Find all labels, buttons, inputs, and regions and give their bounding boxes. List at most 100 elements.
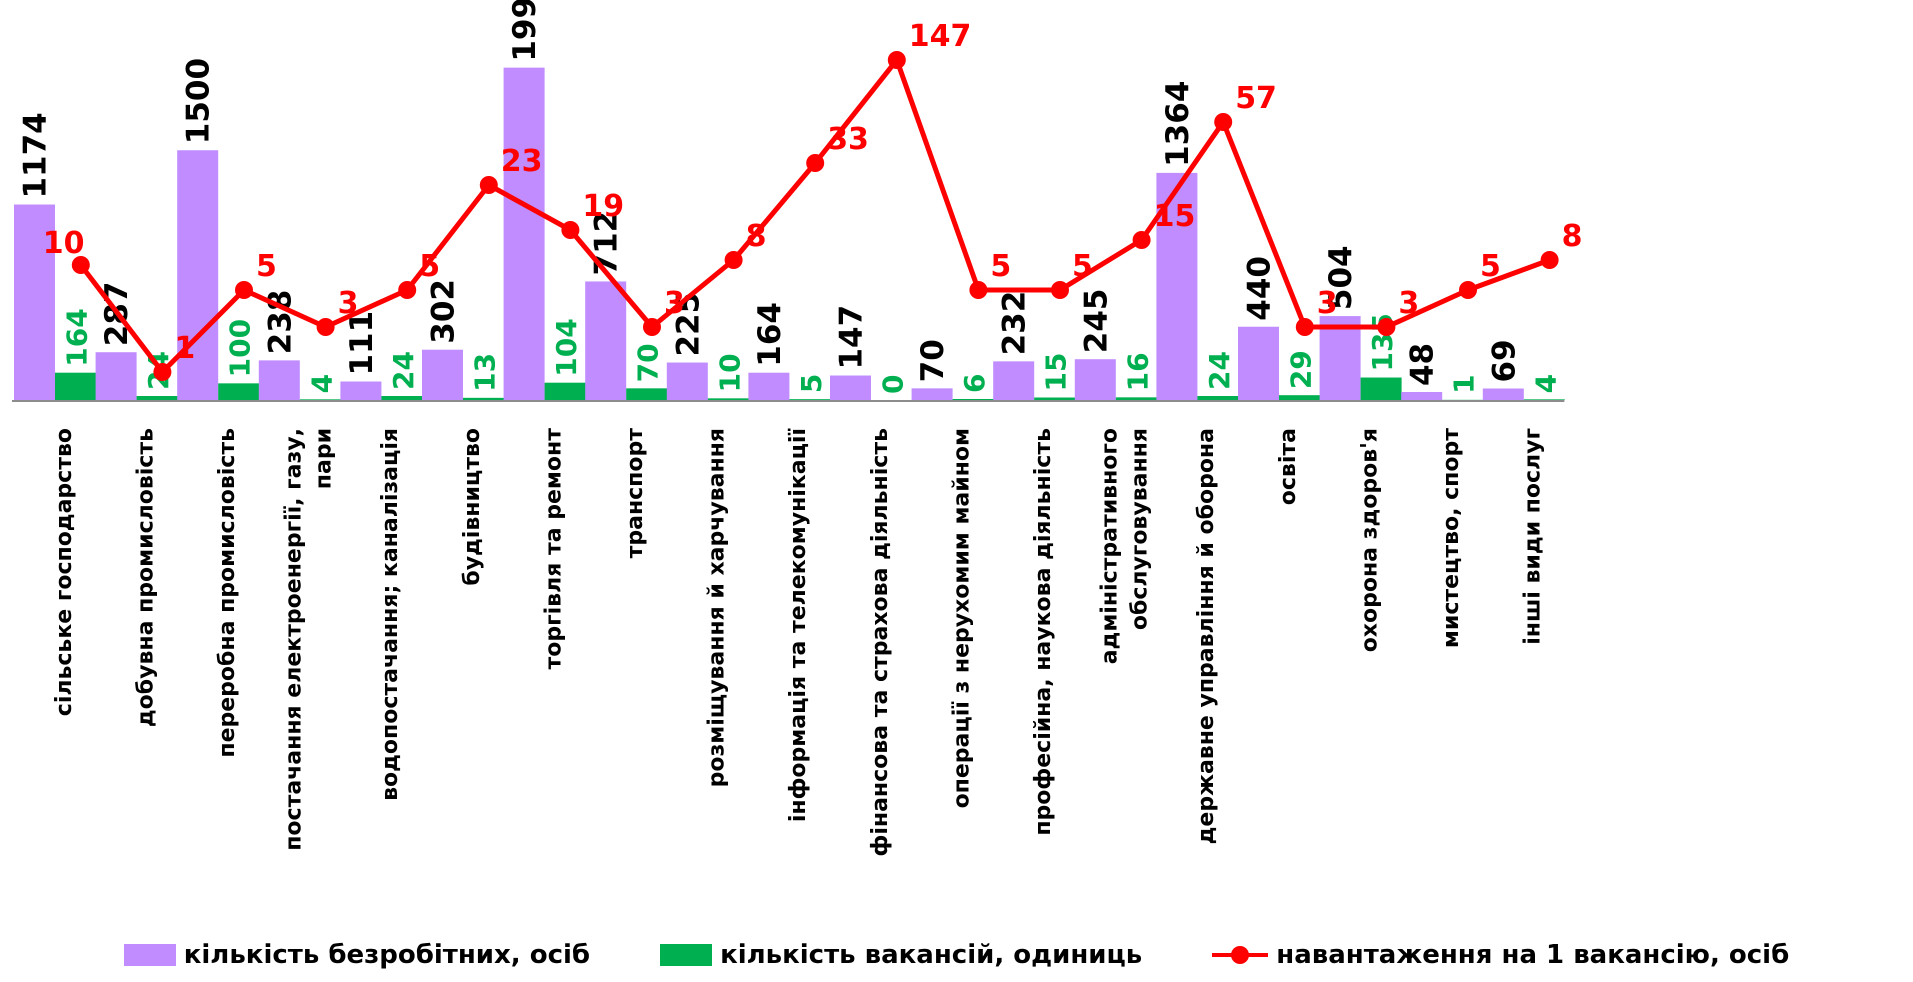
- bar-vacancies: [463, 398, 504, 400]
- bar-vacancies: [137, 396, 178, 400]
- point-load: [561, 221, 579, 239]
- data-label-load: 57: [1235, 81, 1277, 116]
- data-label-vacancies: 100: [224, 319, 257, 377]
- data-label-load: 33: [827, 122, 869, 157]
- point-load: [1459, 281, 1477, 299]
- x-tick-label-line: інформація та телекомунікації: [786, 428, 811, 823]
- data-label-vacancies: 24: [1203, 351, 1236, 390]
- x-tick-label: водопостачання; каналізація: [378, 428, 403, 801]
- data-label-vacancies: 24: [387, 351, 420, 390]
- point-load: [643, 318, 661, 336]
- data-label-load: 23: [501, 144, 543, 179]
- bar-unemployed: [748, 373, 789, 400]
- x-tick-label-line: державне управління й оборона: [1194, 428, 1219, 844]
- data-label-load: 3: [664, 286, 685, 321]
- bar-unemployed: [912, 388, 953, 400]
- x-tick-label-line: сільське господарство: [52, 428, 77, 716]
- x-tick-label: торгівля та ремонт: [541, 428, 566, 670]
- bar-vacancies: [1361, 378, 1402, 400]
- data-label-vacancies: 70: [632, 343, 665, 382]
- bar-unemployed: [667, 363, 708, 400]
- data-label-load: 5: [256, 249, 277, 284]
- legend-swatch-load: [1212, 944, 1268, 966]
- legend-label-unemployed: кількість безробітних, осіб: [184, 940, 590, 970]
- x-tick-label: охорона здоров'я: [1357, 428, 1382, 652]
- data-label-unemployed: 1364: [1160, 81, 1196, 167]
- point-load: [888, 51, 906, 69]
- x-tick-label-line: фінансова та страхова діяльність: [868, 428, 893, 856]
- data-label-load: 147: [909, 19, 972, 54]
- data-label-vacancies: 164: [61, 308, 94, 366]
- point-load: [1214, 113, 1232, 131]
- x-tick-label-line: охорона здоров'я: [1357, 428, 1382, 652]
- point-load: [235, 281, 253, 299]
- x-tick-label: переробна промисловість: [215, 428, 240, 758]
- x-tick-label-line: водопостачання; каналізація: [378, 428, 403, 801]
- x-tick-label-line: розміщування й харчування: [705, 428, 730, 787]
- x-tick-label: інші види послуг: [1521, 428, 1546, 645]
- legend-label-load: навантаження на 1 вакансію, осіб: [1276, 940, 1789, 970]
- bar-vacancies: [708, 398, 749, 400]
- data-label-vacancies: 1: [1448, 374, 1481, 393]
- point-load: [969, 281, 987, 299]
- x-tick-label-line: операції з нерухомим майном: [949, 428, 974, 808]
- bar-vacancies: [1116, 397, 1157, 400]
- data-label-vacancies: 6: [958, 374, 991, 393]
- data-label-load: 8: [746, 219, 767, 254]
- bar-unemployed: [585, 281, 626, 400]
- point-load: [725, 251, 743, 269]
- bar-vacancies: [55, 373, 96, 400]
- bar-vacancies: [1524, 399, 1565, 400]
- bar-unemployed: [96, 352, 137, 400]
- data-label-load: 5: [1072, 249, 1093, 284]
- data-label-load: 8: [1562, 219, 1583, 254]
- data-label-unemployed: 70: [915, 339, 951, 382]
- x-tick-label: операції з нерухомим майном: [949, 428, 974, 808]
- bar-vacancies: [1197, 396, 1238, 400]
- x-tick-label-line: торгівля та ремонт: [541, 428, 566, 670]
- point-load: [806, 154, 824, 172]
- data-label-load: 5: [990, 249, 1011, 284]
- x-tick-label: постачання електроенергії, газу,пари: [282, 428, 337, 851]
- x-tick-label: мистецтво, спорт: [1439, 428, 1464, 648]
- data-label-unemployed: 245: [1078, 288, 1114, 353]
- data-label-unemployed: 232: [997, 291, 1033, 356]
- x-tick-label-line: транспорт: [623, 428, 648, 559]
- x-tick-label: добувна промисловість: [133, 428, 158, 727]
- x-tick-label-line: мистецтво, спорт: [1439, 428, 1464, 648]
- data-label-vacancies: 104: [550, 318, 583, 376]
- bar-vacancies: [218, 383, 259, 400]
- legend-item-vacancies: кількість вакансій, одиниць: [660, 940, 1142, 970]
- data-label-unemployed: 164: [752, 302, 788, 367]
- point-load: [480, 176, 498, 194]
- legend-label-vacancies: кількість вакансій, одиниць: [720, 940, 1142, 970]
- line-load: [81, 60, 1550, 372]
- bar-vacancies: [300, 399, 341, 400]
- x-tick-label: будівництво: [460, 428, 485, 586]
- point-load: [317, 318, 335, 336]
- x-tick-label-line: переробна промисловість: [215, 428, 240, 758]
- x-tick-label-line: будівництво: [460, 428, 485, 586]
- data-label-vacancies: 13: [469, 353, 502, 392]
- data-label-unemployed: 1174: [18, 112, 54, 198]
- bar-unemployed: [259, 360, 300, 400]
- data-label-vacancies: 16: [1121, 352, 1154, 391]
- x-tick-label-line: добувна промисловість: [133, 428, 158, 727]
- x-tick-label: інформація та телекомунікації: [786, 428, 811, 823]
- point-load: [1296, 318, 1314, 336]
- bar-vacancies: [1279, 395, 1320, 400]
- point-load: [153, 363, 171, 381]
- data-label-unemployed: 147: [834, 305, 870, 370]
- data-label-load: 10: [43, 226, 85, 261]
- data-label-load: 5: [419, 249, 440, 284]
- bar-vacancies: [953, 399, 994, 400]
- data-label-vacancies: 0: [877, 375, 910, 394]
- data-label-load: 3: [338, 286, 359, 321]
- legend-swatch-unemployed: [124, 944, 176, 966]
- data-label-unemployed: 302: [426, 279, 462, 344]
- x-tick-label: освіта: [1276, 428, 1301, 505]
- x-tick-label-line: адміністративного: [1098, 428, 1123, 664]
